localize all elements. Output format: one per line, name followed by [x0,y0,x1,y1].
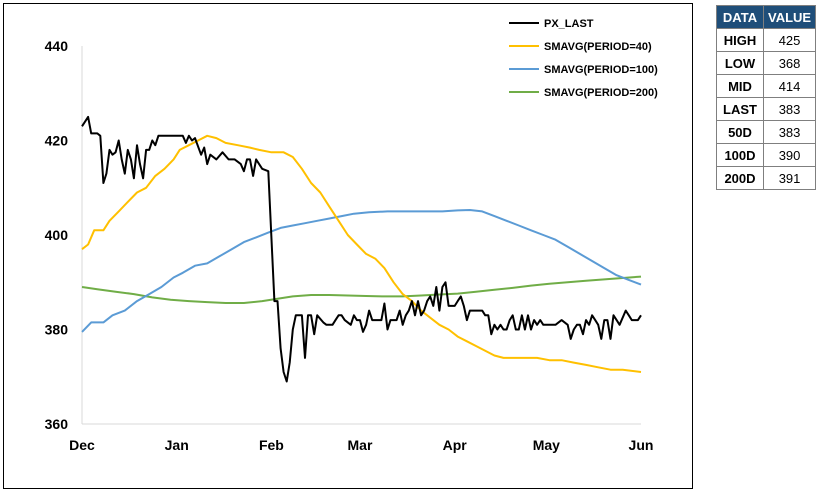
table-row: HIGH 425 [716,28,817,52]
row-key: 50D [716,120,764,144]
x-tick-label: Dec [69,437,95,453]
y-tick-label: 360 [45,416,69,432]
row-value: 391 [762,166,817,190]
table-row: 50D 383 [716,120,817,144]
row-key: LAST [716,97,764,121]
row-value: 383 [762,120,817,144]
series-line-smavg-period-40 [81,134,642,373]
row-key: HIGH [716,28,764,52]
header-data: DATA [716,5,764,29]
row-key: LOW [716,51,764,75]
row-value: 368 [762,51,817,75]
table-row: LOW 368 [716,51,817,75]
y-tick-label: 420 [45,133,69,149]
y-tick-label: 400 [45,227,69,243]
table-header-row: DATA VALUE [716,5,817,29]
row-value: 383 [762,97,817,121]
x-tick-label: Apr [443,437,468,453]
header-value: VALUE [762,5,817,29]
x-tick-label: Jun [629,437,654,453]
legend-label: SMAVG(PERIOD=200) [544,87,658,99]
legend-label: SMAVG(PERIOD=100) [544,64,658,76]
series-line-px-last [81,115,642,383]
series-lines [81,115,642,383]
row-key: MID [716,74,764,98]
data-table: DATA VALUE HIGH 425 LOW 368 MID 414 LAST… [716,5,817,190]
table-row: MID 414 [716,74,817,98]
legend-label: PX_LAST [544,18,594,30]
chart-frame: 360 380 400 420 440 Dec Jan Feb Mar Apr May Jun PX… [3,3,693,489]
y-tick-label: 440 [45,38,69,54]
x-tick-label: May [533,437,560,453]
series-line-smavg-period-200 [81,275,642,304]
table-row: 100D 390 [716,143,817,167]
row-value: 425 [762,28,817,52]
row-key: 200D [716,166,764,190]
row-value: 390 [762,143,817,167]
y-tick-label: 380 [45,322,69,338]
series-line-smavg-period-100 [81,209,642,333]
y-axis: 360 380 400 420 440 [45,38,83,432]
table-row: LAST 383 [716,97,817,121]
table-row: 200D 391 [716,166,817,190]
legend: PX_LAST SMAVG(PERIOD=40) SMAVG(PERIOD=100)… [509,18,658,99]
row-value: 414 [762,74,817,98]
row-key: 100D [716,143,764,167]
legend-label: SMAVG(PERIOD=40) [544,41,652,53]
x-axis: Dec Jan Feb Mar Apr May Jun [69,423,654,453]
x-tick-label: Jan [165,437,189,453]
x-tick-label: Feb [259,437,284,453]
line-chart: 360 380 400 420 440 Dec Jan Feb Mar Apr May Jun PX… [45,18,658,453]
x-tick-label: Mar [348,437,373,453]
